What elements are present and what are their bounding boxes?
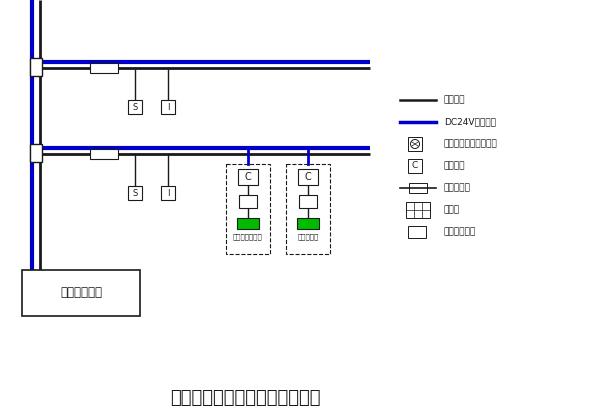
Bar [297, 218, 319, 229]
Text: 总线隔离器: 总线隔离器 [444, 183, 471, 193]
Text: 应急照明和非消防电源系统控制: 应急照明和非消防电源系统控制 [170, 389, 320, 407]
Bar [408, 159, 422, 173]
Bar [408, 137, 422, 151]
Bar [90, 149, 118, 159]
Text: 消防控制中心: 消防控制中心 [60, 287, 102, 300]
Bar [298, 169, 318, 185]
Text: DC24V电源总线: DC24V电源总线 [444, 117, 496, 126]
Text: C: C [412, 161, 418, 171]
Bar [128, 100, 142, 114]
Bar [299, 195, 317, 208]
Text: S: S [133, 188, 137, 198]
Bar [90, 63, 118, 73]
Bar [22, 270, 140, 316]
Bar [409, 183, 427, 193]
Bar [286, 164, 330, 254]
Bar [226, 164, 270, 254]
Text: I: I [167, 188, 169, 198]
Text: I: I [167, 102, 169, 111]
Text: 端子箱: 端子箱 [444, 206, 460, 215]
Text: 蓄电配电柜: 蓄电配电柜 [298, 233, 319, 240]
Bar [408, 226, 426, 238]
Bar [406, 202, 430, 218]
Text: C: C [245, 172, 251, 182]
Bar [239, 195, 257, 208]
Bar [30, 144, 42, 162]
Bar [30, 58, 42, 76]
Text: 控制模块: 控制模块 [444, 161, 466, 171]
Text: 应急照明配电箱: 应急照明配电箱 [233, 233, 263, 240]
Bar [237, 218, 259, 229]
Bar [238, 169, 258, 185]
Text: S: S [133, 102, 137, 111]
Text: 编码型消火栓报警按钮: 编码型消火栓报警按钮 [444, 139, 498, 149]
Bar [161, 186, 175, 200]
Text: 报警总线: 报警总线 [444, 96, 466, 104]
Text: C: C [305, 172, 311, 182]
Text: 继电切换模块: 继电切换模块 [444, 228, 476, 237]
Bar [128, 186, 142, 200]
Bar [161, 100, 175, 114]
